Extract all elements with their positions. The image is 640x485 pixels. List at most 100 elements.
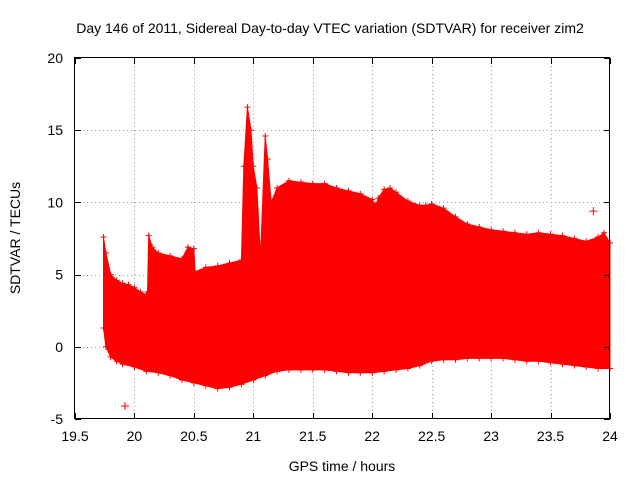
- lower-marker: [107, 353, 114, 360]
- y-tick-label: 20: [47, 50, 63, 66]
- lower-marker: [155, 369, 162, 376]
- upper-marker: [131, 284, 138, 291]
- lower-marker: [559, 361, 566, 368]
- lower-marker: [262, 372, 269, 379]
- upper-marker: [297, 179, 304, 186]
- upper-marker: [583, 238, 590, 245]
- x-axis-label: GPS time / hours: [289, 458, 396, 474]
- upper-marker: [595, 234, 602, 241]
- upper-marker: [428, 200, 435, 207]
- x-tick-label: 22.5: [418, 428, 445, 444]
- upper-marker: [257, 254, 264, 261]
- upper-marker: [192, 268, 199, 275]
- upper-marker: [286, 177, 292, 184]
- upper-marker: [244, 104, 251, 111]
- lower-marker: [476, 355, 483, 362]
- upper-marker: [143, 291, 150, 298]
- upper-marker: [119, 280, 126, 287]
- upper-marker: [375, 195, 382, 202]
- lower-marker: [286, 366, 292, 373]
- upper-marker: [264, 156, 271, 163]
- upper-marker: [107, 271, 114, 278]
- upper-marker: [422, 202, 429, 209]
- upper-marker: [190, 245, 197, 252]
- lower-marker: [464, 355, 471, 362]
- upper-marker: [372, 202, 379, 209]
- upper-marker: [238, 257, 245, 264]
- lower-marker: [381, 368, 388, 375]
- lower-marker: [440, 356, 447, 363]
- lower-marker: [535, 358, 542, 365]
- x-tick-label: 21: [246, 428, 262, 444]
- sdtvar-band: [103, 107, 611, 390]
- upper-marker: [179, 255, 185, 262]
- lower-marker: [179, 377, 185, 384]
- lower-marker: [190, 379, 197, 386]
- upper-marker: [202, 264, 209, 271]
- x-tick-label: 24: [602, 428, 618, 444]
- upper-marker: [547, 231, 554, 238]
- outlier-point: [120, 402, 129, 411]
- upper-marker: [214, 262, 221, 269]
- y-tick-label: 5: [55, 267, 63, 283]
- lower-marker: [357, 369, 364, 376]
- upper-marker: [381, 186, 388, 193]
- upper-marker: [440, 205, 447, 212]
- lower-marker: [345, 369, 352, 376]
- upper-marker: [226, 260, 233, 267]
- upper-marker: [488, 226, 495, 233]
- upper-marker: [601, 229, 608, 236]
- y-tick-label: 10: [47, 194, 63, 210]
- lower-marker: [321, 366, 328, 373]
- upper-marker: [452, 213, 459, 220]
- lower-marker: [333, 368, 340, 375]
- lower-marker: [297, 366, 304, 373]
- tick-marks: [75, 58, 611, 420]
- upper-marker: [167, 252, 174, 259]
- x-tick-label: 20: [127, 428, 143, 444]
- x-tick-label: 23.5: [537, 428, 564, 444]
- y-axis-label: SDTVAR / TECUs: [7, 182, 23, 294]
- upper-marker: [535, 229, 542, 236]
- x-tick-label: 21.5: [299, 428, 326, 444]
- lower-marker: [583, 364, 590, 371]
- upper-marker: [571, 235, 578, 242]
- upper-marker: [274, 184, 281, 191]
- lower-marker: [488, 355, 495, 362]
- lower-marker: [500, 355, 506, 362]
- lower-marker: [571, 362, 578, 369]
- upper-marker: [253, 184, 260, 191]
- lower-marker: [547, 359, 554, 366]
- upper-marker: [523, 231, 530, 238]
- upper-marker: [262, 132, 269, 139]
- lower-marker: [274, 368, 281, 375]
- upper-marker: [102, 249, 109, 256]
- x-tick-label: 23: [483, 428, 499, 444]
- upper-marker: [559, 232, 566, 239]
- lower-marker: [393, 366, 399, 373]
- data-layer: [100, 104, 613, 411]
- lower-marker: [226, 384, 233, 391]
- upper-marker: [404, 197, 411, 204]
- upper-marker: [125, 281, 132, 288]
- upper-marker: [357, 190, 364, 197]
- upper-marker: [511, 229, 518, 236]
- y-tick-labels: -5 0 5 10 15 20: [47, 50, 63, 427]
- upper-marker: [113, 277, 120, 284]
- lower-marker: [113, 358, 120, 365]
- upper-marker: [144, 288, 151, 295]
- upper-marker: [137, 288, 144, 295]
- x-tick-labels: 19.5 20 20.5 21 21.5 22 22.5 23 23.5 24: [61, 428, 618, 444]
- x-tick-label: 22: [364, 428, 380, 444]
- upper-marker: [476, 223, 483, 230]
- lower-marker: [452, 356, 459, 363]
- lower-marker: [250, 377, 257, 384]
- lower-marker: [102, 343, 109, 350]
- x-tick-label: 19.5: [61, 428, 88, 444]
- lower-marker: [214, 385, 221, 392]
- lower-marker: [167, 372, 174, 379]
- upper-marker: [100, 234, 107, 241]
- upper-marker: [387, 184, 394, 191]
